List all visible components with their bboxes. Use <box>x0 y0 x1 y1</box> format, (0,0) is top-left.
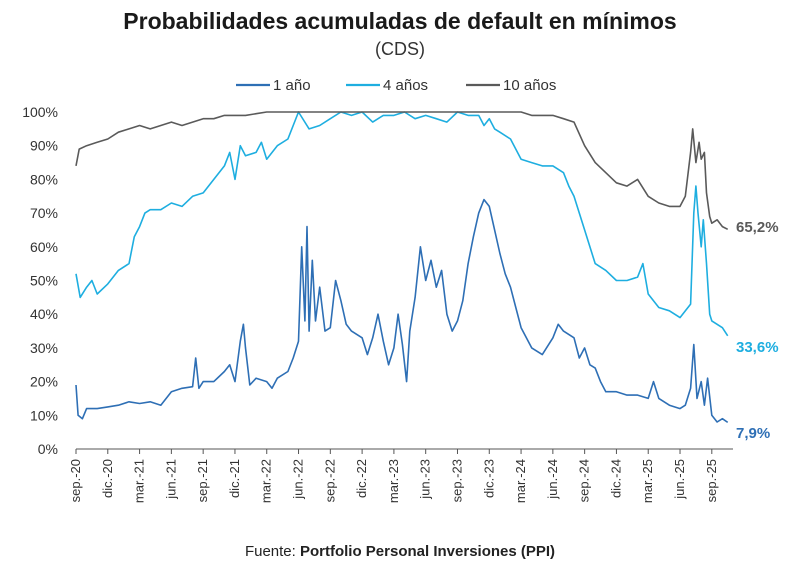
x-tick-label: dic.-24 <box>608 459 623 498</box>
x-tick-label: jun.-24 <box>545 459 560 500</box>
chart-title: Probabilidades acumuladas de default en … <box>123 8 676 34</box>
y-tick-label: 70% <box>30 205 58 221</box>
x-tick-label: dic.-22 <box>354 459 369 498</box>
y-tick-label: 10% <box>30 407 58 423</box>
legend-label-0: 1 año <box>273 77 311 94</box>
series-group <box>75 111 729 424</box>
x-tick-label: sep.-21 <box>195 459 210 502</box>
source-note: Fuente: Portfolio Personal Inversiones (… <box>245 543 555 560</box>
legend-label-1: 4 años <box>383 77 428 94</box>
end-label-0: 7,9% <box>736 425 770 442</box>
x-tick-label: sep.-23 <box>449 459 464 502</box>
x-tick-label: mar.-24 <box>513 459 528 503</box>
x-tick-label: jun.-23 <box>418 459 433 500</box>
x-axis: sep.-20 dic.-20 mar.-21 jun.-21 sep.-21 dic.-… <box>68 448 733 503</box>
y-tick-label: 30% <box>30 340 58 356</box>
x-tick-label: jun.-25 <box>672 459 687 500</box>
x-tick-label: dic.-21 <box>227 459 242 498</box>
source-prefix: Fuente: <box>245 543 300 560</box>
end-label-2: 65,2% <box>736 219 779 236</box>
x-tick-label: sep.-25 <box>704 459 719 502</box>
x-tick-label: mar.-21 <box>132 459 147 503</box>
y-axis: 0% 10% 20% 30% 40% 50% 60% 70% 80% 90% 100% <box>22 104 58 457</box>
x-tick-label: sep.-20 <box>68 459 83 502</box>
x-tick-label: jun.-21 <box>163 459 178 500</box>
x-tick-label: mar.-22 <box>259 459 274 503</box>
y-tick-label: 90% <box>30 138 58 154</box>
y-tick-label: 50% <box>30 273 58 289</box>
end-label-1: 33,6% <box>736 339 779 356</box>
y-tick-label: 20% <box>30 374 58 390</box>
x-tick-label: dic.-20 <box>100 459 115 498</box>
x-tick-label: sep.-22 <box>322 459 337 502</box>
x-tick-label: jun.-22 <box>291 459 306 500</box>
x-tick-label: mar.-25 <box>640 459 655 503</box>
series-line-2 <box>75 111 729 231</box>
chart-subtitle: (CDS) <box>375 39 425 59</box>
y-tick-label: 60% <box>30 239 58 255</box>
series-line-1 <box>75 111 729 337</box>
y-tick-label: 100% <box>22 104 58 120</box>
x-tick-label: sep.-24 <box>577 459 592 502</box>
source-name: Portfolio Personal Inversiones (PPI) <box>300 543 555 560</box>
y-tick-label: 0% <box>38 441 58 457</box>
legend: 1 año 4 años 10 años <box>236 77 556 94</box>
y-tick-label: 80% <box>30 171 58 187</box>
y-tick-label: 40% <box>30 306 58 322</box>
series-line-0 <box>75 198 729 424</box>
x-tick-label: dic.-23 <box>481 459 496 498</box>
end-labels: 7,9% 33,6% 65,2% <box>736 219 779 442</box>
legend-label-2: 10 años <box>503 77 556 94</box>
x-tick-label: mar.-23 <box>386 459 401 503</box>
